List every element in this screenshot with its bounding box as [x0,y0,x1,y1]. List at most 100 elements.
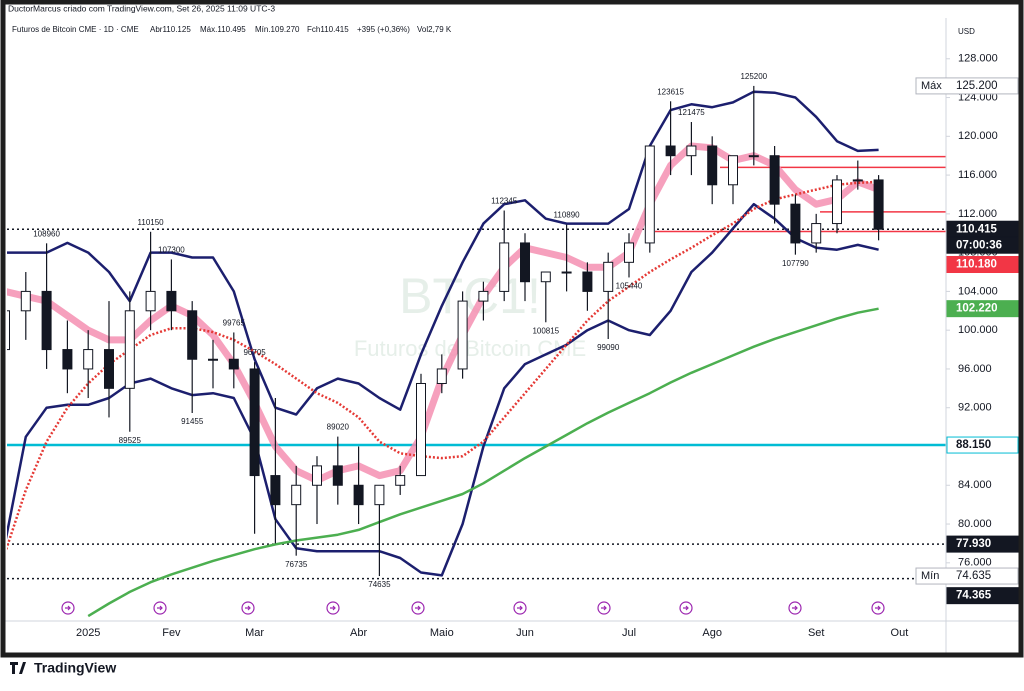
candle-body [416,382,426,477]
candle-body [124,310,135,389]
candle-body [312,465,322,486]
candle-body [644,145,655,244]
candle-body [41,290,52,351]
ohlc-close: Fch110.415 [307,25,349,34]
volume: Vol2,79 K [417,25,452,34]
price-label: 77.930 [956,538,991,550]
candle-body [603,261,614,292]
high-label: 121475 [678,108,705,117]
candle-body [7,310,10,351]
indicator-line [7,180,879,552]
y-tick-label: 96.000 [958,363,992,375]
y-tick-label: 124.000 [958,91,998,103]
high-label: 99765 [223,319,246,328]
x-tick-label: Abr [350,627,367,639]
indicator-label-box [946,300,1019,318]
price-label-box [946,436,1019,454]
event-arrow [415,605,421,611]
x-tick-label: Jun [516,627,534,639]
x-tick-label: Maio [430,627,454,639]
candle-body [374,484,385,506]
low-label: 107790 [782,259,809,268]
high-label: 110150 [138,218,165,227]
x-tick-label: Mar [245,627,264,639]
price-label-box [946,535,1019,553]
low-label: 100815 [532,326,559,335]
low-label: 89525 [119,436,142,445]
ohlc-high: Máx.110.495 [200,25,246,34]
event-arrow [875,605,881,611]
change: +395 (+0,36%) [357,25,410,34]
y-tick-label: 120.000 [958,130,998,142]
credit: DuctorMarcus criado com TradingView.com,… [8,3,275,13]
candle-body [769,155,780,205]
x-tick-label: Ago [702,627,722,639]
price-label: 88.150 [956,439,991,451]
low-label: 91455 [181,417,204,426]
price-label-box [946,587,1019,605]
indicator-label: 102.220 [956,303,998,315]
candle-body [228,358,239,370]
candle-body [499,242,510,292]
candle-body [104,349,114,389]
candle-body [582,271,593,292]
candle-body [728,155,738,186]
candle-body [20,290,31,312]
price-label-box [946,256,1019,274]
candle-body [624,242,634,263]
event-arrow [517,605,523,611]
y-tick-label: 116.000 [958,169,997,181]
event-arrow [601,605,607,611]
extreme-box [915,77,1019,95]
candle-body [291,484,302,506]
currency: USD [958,27,975,36]
candle-body [457,300,468,370]
candle-body [166,290,177,312]
event-arrow [245,605,251,611]
candle-body [145,290,156,312]
candle-body [332,465,343,486]
price-label: 110.415 [956,223,998,235]
high-label: 89020 [327,423,350,432]
candle-body [686,145,697,157]
high-label: 108960 [33,229,60,238]
countdown: 07:00:36 [956,239,1002,251]
candle-body [249,368,260,477]
candle-body [83,349,94,370]
low-label: 74635 [368,580,391,589]
price-label: 74.365 [956,590,992,602]
low-label: 105440 [616,282,643,291]
y-tick-label: 104.000 [958,285,998,297]
event-arrow [330,605,336,611]
high-label: 110890 [554,211,581,220]
frame [0,0,1024,658]
x-tick-label: Jul [622,627,636,639]
event-arrow [792,605,798,611]
ohlc-low: Mín.109.270 [255,25,300,34]
candle-body [665,145,676,157]
y-tick-label: 112.000 [958,208,997,220]
ohlc-open: Abr110.125 [150,25,191,34]
price-label: 110.180 [956,259,997,271]
candle-body [707,145,718,186]
y-tick-label: 84.000 [958,479,992,491]
x-tick-label: Out [891,627,909,639]
x-tick-label: Set [808,627,825,639]
x-tick-label: Fev [162,627,181,639]
candle-body [790,203,801,244]
candle-body [811,223,822,244]
candle-body [62,349,73,370]
logo: TradingView [10,660,116,676]
indicator-line [7,202,879,577]
y-tick-label: 80.000 [958,518,992,530]
logo-mark [10,662,26,674]
candle-body [852,179,863,182]
candle-body [832,179,842,225]
candle-body [873,179,884,230]
high-label: 123615 [657,87,684,96]
candle-body [540,271,551,283]
y-tick-label: 92.000 [958,402,992,414]
countdown-box [946,236,1019,254]
watermark-subtitle: Futuros de Bitcoin CME [354,336,586,361]
symbol: Futuros de Bitcoin CME · 1D · CME [12,25,139,34]
